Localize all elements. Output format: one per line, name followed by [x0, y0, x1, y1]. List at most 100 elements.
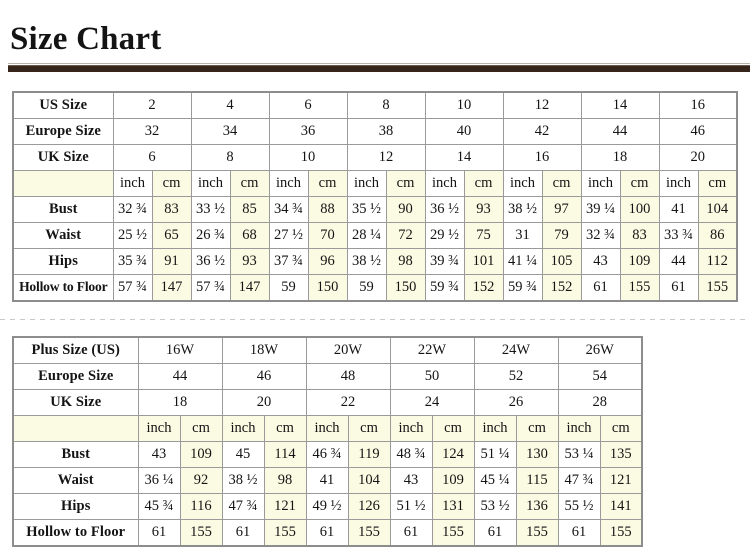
row-label-europe-size: Europe Size	[12, 117, 114, 145]
unit-header-cm: cm	[515, 414, 559, 442]
hollow-cm-value: 155	[619, 273, 660, 302]
bust-inch-value: 32 ¾	[112, 195, 153, 223]
us-size-value: 2	[112, 91, 192, 119]
plus-size-value: 26W	[557, 336, 643, 364]
hips-inch-value: 47 ¾	[221, 492, 265, 520]
bust-cm-value: 85	[229, 195, 270, 223]
bust-cm-value: 130	[515, 440, 559, 468]
row-label-hollow-to-floor: Hollow to Floor	[12, 518, 139, 547]
bust-cm-value: 114	[263, 440, 307, 468]
unit-header-inch: inch	[112, 169, 153, 197]
hollow-cm-value: 155	[515, 518, 559, 547]
us-size-value: 6	[268, 91, 348, 119]
hips-inch-value: 37 ¾	[268, 247, 309, 275]
unit-header-cm: cm	[347, 414, 391, 442]
row-label-waist: Waist	[12, 466, 139, 494]
title-block: Size Chart	[0, 0, 750, 72]
unit-header-cm: cm	[307, 169, 348, 197]
waist-inch-value: 32 ¾	[580, 221, 621, 249]
unit-header-cm: cm	[151, 169, 192, 197]
bottom-spacer	[0, 547, 750, 557]
uk-size-value: 28	[557, 388, 643, 416]
hollow-cm-value: 150	[307, 273, 348, 302]
hollow-inch-value: 61	[473, 518, 517, 547]
title-rule-thick	[8, 64, 750, 72]
unit-header-inch: inch	[658, 169, 699, 197]
hips-inch-value: 55 ½	[557, 492, 601, 520]
bust-cm-value: 93	[463, 195, 504, 223]
europe-size-value: 54	[557, 362, 643, 390]
unit-header-cm: cm	[263, 414, 307, 442]
unit-header-inch: inch	[389, 414, 433, 442]
plus-size-table-wrap: Plus Size (US) 16W 18W 20W 22W 24W 26W E…	[0, 335, 750, 547]
hollow-cm-value: 155	[431, 518, 475, 547]
hips-inch-value: 44	[658, 247, 699, 275]
hips-cm-value: 141	[599, 492, 643, 520]
waist-cm-value: 92	[179, 466, 223, 494]
bust-inch-value: 43	[137, 440, 181, 468]
uk-size-value: 18	[137, 388, 223, 416]
row-label-uk-size: UK Size	[12, 143, 114, 171]
table-row-hollow-to-floor: Hollow to Floor 61 155 61 155 61 155 61 …	[12, 518, 643, 547]
uk-size-value: 10	[268, 143, 348, 171]
us-size-value: 12	[502, 91, 582, 119]
uk-size-value: 20	[221, 388, 307, 416]
unit-header-inch: inch	[268, 169, 309, 197]
hollow-cm-value: 155	[697, 273, 738, 302]
unit-header-inch: inch	[557, 414, 601, 442]
unit-header-cm: cm	[541, 169, 582, 197]
waist-inch-value: 29 ½	[424, 221, 465, 249]
uk-size-value: 18	[580, 143, 660, 171]
hollow-inch-value: 61	[305, 518, 349, 547]
hollow-cm-value: 155	[263, 518, 307, 547]
hips-inch-value: 49 ½	[305, 492, 349, 520]
plus-size-value: 22W	[389, 336, 475, 364]
row-label-uk-size: UK Size	[12, 388, 139, 416]
unit-header-cm: cm	[229, 169, 270, 197]
hollow-inch-value: 59 ¾	[424, 273, 465, 302]
hollow-cm-value: 152	[463, 273, 504, 302]
unit-header-inch: inch	[424, 169, 465, 197]
hips-cm-value: 101	[463, 247, 504, 275]
uk-size-value: 6	[112, 143, 192, 171]
table-row-uk-size: UK Size 6 8 10 12 14 16 18 20	[12, 143, 738, 171]
hips-inch-value: 36 ½	[190, 247, 231, 275]
table-row-bust: Bust 32 ¾ 83 33 ½ 85 34 ¾ 88 35 ½ 90 36 …	[12, 195, 738, 223]
bust-inch-value: 34 ¾	[268, 195, 309, 223]
table-row-europe-size: Europe Size 44 46 48 50 52 54	[12, 362, 643, 390]
waist-inch-value: 28 ¼	[346, 221, 387, 249]
hollow-inch-value: 61	[557, 518, 601, 547]
standard-size-table: US Size 2 4 6 8 10 12 14 16 Europe Size …	[12, 90, 738, 302]
unit-header-inch: inch	[305, 414, 349, 442]
unit-header-cm: cm	[385, 169, 426, 197]
hips-cm-value: 136	[515, 492, 559, 520]
bust-cm-value: 90	[385, 195, 426, 223]
hollow-inch-value: 61	[137, 518, 181, 547]
unit-header-cm: cm	[697, 169, 738, 197]
unit-header-inch: inch	[580, 169, 621, 197]
uk-size-value: 12	[346, 143, 426, 171]
europe-size-value: 50	[389, 362, 475, 390]
bust-inch-value: 39 ¼	[580, 195, 621, 223]
waist-cm-value: 68	[229, 221, 270, 249]
table-row-waist: Waist 36 ¼ 92 38 ½ 98 41 104 43 109 45 ¼…	[12, 466, 643, 494]
hollow-cm-value: 152	[541, 273, 582, 302]
title-rule-thin	[8, 62, 750, 64]
europe-size-value: 42	[502, 117, 582, 145]
hips-cm-value: 126	[347, 492, 391, 520]
uk-size-value: 24	[389, 388, 475, 416]
row-label-units-blank	[12, 169, 114, 197]
unit-header-cm: cm	[463, 169, 504, 197]
bust-inch-value: 45	[221, 440, 265, 468]
hollow-inch-value: 57 ¾	[112, 273, 153, 302]
hips-cm-value: 98	[385, 247, 426, 275]
row-label-us-size: US Size	[12, 91, 114, 119]
plus-size-value: 18W	[221, 336, 307, 364]
row-label-plus-size: Plus Size (US)	[12, 336, 139, 364]
page-title: Size Chart	[10, 21, 162, 57]
uk-size-value: 16	[502, 143, 582, 171]
unit-header-cm: cm	[179, 414, 223, 442]
plus-size-value: 24W	[473, 336, 559, 364]
europe-size-value: 32	[112, 117, 192, 145]
uk-size-value: 26	[473, 388, 559, 416]
